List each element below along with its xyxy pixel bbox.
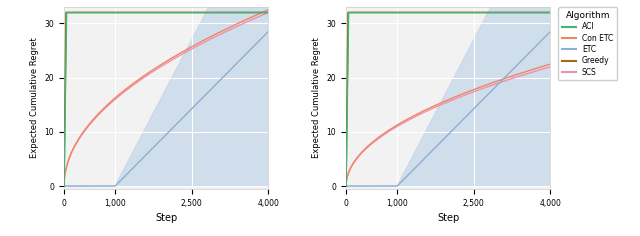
Y-axis label: Expected Cumulative Regret: Expected Cumulative Regret: [312, 38, 321, 158]
X-axis label: Step: Step: [437, 213, 460, 223]
Y-axis label: Expected Cumulative Regret: Expected Cumulative Regret: [30, 38, 39, 158]
X-axis label: Step: Step: [155, 213, 177, 223]
Legend: ACI, Con ETC, ETC, Greedy, SCS: ACI, Con ETC, ETC, Greedy, SCS: [558, 7, 617, 80]
